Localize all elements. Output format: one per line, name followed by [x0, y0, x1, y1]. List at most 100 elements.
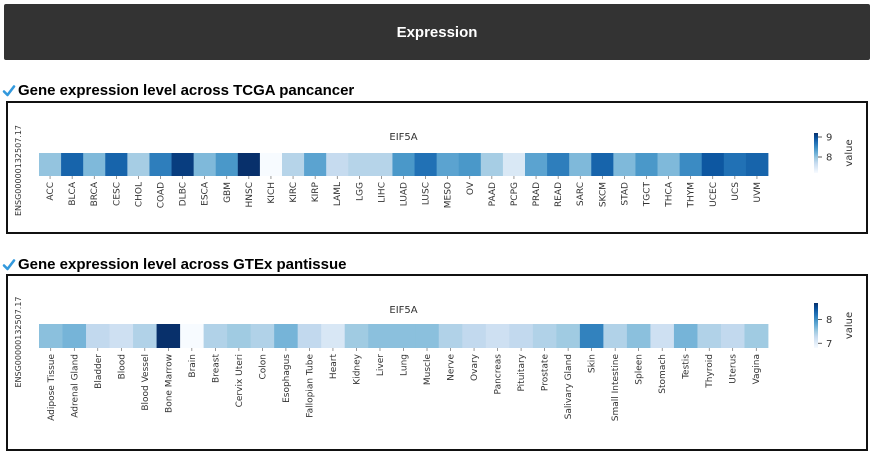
x-tick-label: BLCA — [68, 181, 78, 205]
x-tick-label: Muscle — [423, 354, 433, 386]
colorbar-tick-label: 8 — [826, 315, 832, 326]
heatmap-cell — [274, 324, 299, 348]
heatmap-cell — [679, 153, 703, 176]
heatmap-cell — [635, 153, 658, 176]
x-tick-label: Adipose Tissue — [47, 354, 57, 421]
colorbar — [814, 303, 818, 348]
heatmap-cell — [458, 153, 482, 176]
x-tick-label: HNSC — [245, 182, 255, 208]
heatmap-cell — [673, 324, 698, 348]
heatmap-cell — [227, 324, 252, 348]
heatmap-cell — [391, 324, 416, 348]
x-tick-label: Testis — [682, 354, 692, 380]
heatmap-cell — [603, 324, 628, 348]
x-tick-label: Skin — [588, 354, 598, 373]
heatmap-cell — [650, 324, 675, 348]
x-tick-label: ESCA — [201, 181, 211, 206]
colorbar-tick-label: 9 — [826, 133, 832, 144]
heatmap-title: EIF5A — [389, 132, 417, 143]
x-tick-label: Blood — [117, 354, 127, 379]
heatmap-cell — [744, 324, 769, 348]
heatmap-cell — [613, 153, 636, 176]
heatmap-cell — [304, 153, 327, 176]
gtex-section-title: Gene expression level across GTEx pantis… — [2, 256, 346, 273]
x-tick-label: LUSC — [422, 182, 432, 205]
heatmap-cell — [250, 324, 275, 348]
x-tick-label: Cervix Uteri — [235, 354, 245, 407]
x-tick-label: Fallopian Tube — [305, 354, 315, 418]
x-tick-label: DLBC — [179, 182, 189, 206]
x-tick-label: READ — [554, 182, 564, 207]
check-icon — [2, 84, 16, 96]
heatmap-cell — [180, 324, 205, 348]
x-tick-label: PAAD — [488, 182, 498, 206]
x-tick-label: UCS — [731, 182, 741, 201]
heatmap-cell — [579, 324, 604, 348]
heatmap-cell — [436, 153, 460, 176]
heatmap-cell — [348, 153, 371, 176]
x-tick-label: Prostate — [541, 354, 551, 392]
heatmap-cell — [723, 153, 747, 176]
heatmap-cell — [86, 324, 110, 348]
x-tick-label: COAD — [157, 182, 167, 208]
x-tick-label: LUAD — [400, 182, 410, 206]
x-tick-label: SKCM — [598, 182, 608, 207]
heatmap-cell — [509, 324, 534, 348]
colorbar-label: value — [844, 312, 855, 339]
heatmap-cell — [39, 153, 62, 176]
heatmap-cell — [203, 324, 228, 348]
heatmap-cell — [62, 324, 87, 348]
heatmap-cell — [105, 153, 128, 176]
heatmap-cell — [193, 153, 217, 176]
colorbar-label: value — [844, 139, 855, 166]
check-icon — [2, 258, 16, 270]
x-tick-label: Lung — [400, 354, 410, 376]
heatmap-cell — [414, 153, 438, 176]
heatmap-cell — [133, 324, 157, 348]
x-tick-label: Liver — [376, 354, 386, 376]
x-tick-label: KICH — [267, 182, 277, 204]
heatmap-cell — [720, 324, 745, 348]
x-tick-label: THYM — [687, 182, 697, 209]
x-tick-label: Pituitary — [517, 353, 527, 391]
x-tick-label: MESO — [444, 182, 454, 208]
x-tick-label: Vagina — [752, 354, 762, 384]
heatmap-cell — [547, 153, 570, 176]
heatmap-cell — [462, 324, 487, 348]
heatmap-cell — [657, 153, 681, 176]
heatmap-cell — [109, 324, 134, 348]
heatmap-cell — [697, 324, 722, 348]
x-tick-label: KIRP — [311, 181, 321, 202]
x-tick-label: Spleen — [635, 354, 645, 385]
x-tick-label: Ovary — [470, 353, 480, 381]
colorbar — [814, 133, 818, 173]
heatmap-cell — [480, 153, 504, 176]
heatmap-cell — [215, 153, 239, 176]
heatmap-cell — [532, 324, 557, 348]
heatmap-title: EIF5A — [389, 305, 417, 316]
heatmap-cell — [556, 324, 581, 348]
gtex-heatmap: EIF5A ENSG00000132507.17 Adipose Tissue Adr… — [14, 296, 855, 421]
x-tick-label: Blood Vessel — [141, 354, 151, 411]
gtex-heatmap-panel: EIF5A ENSG00000132507.17 Adipose Tissue Adr… — [6, 274, 868, 451]
heatmap-cell — [297, 324, 322, 348]
x-tick-label: Kidney — [352, 353, 362, 384]
heatmap-cell — [83, 153, 106, 176]
heatmap-cell — [626, 324, 651, 348]
heatmap-cell — [701, 153, 725, 176]
x-tick-label: PCPG — [510, 182, 520, 206]
x-tick-label: LIHC — [377, 182, 387, 203]
x-tick-label: Breast — [211, 354, 221, 383]
x-tick-label: Salivary Gland — [564, 354, 574, 419]
x-tick-label: Bladder — [94, 354, 104, 389]
heatmap-cell — [415, 324, 440, 348]
x-tick-label: OV — [466, 181, 476, 195]
x-tick-label: Nerve — [447, 354, 457, 381]
x-tick-label: KIRC — [289, 182, 299, 203]
heatmap-gene-label: ENSG00000132507.17 — [14, 125, 23, 216]
heatmap-cell — [321, 324, 346, 348]
x-tick-label: GBM — [223, 182, 233, 203]
heatmap-cell — [502, 153, 526, 176]
heatmap-cell — [370, 153, 393, 176]
x-tick-label: UVM — [753, 182, 763, 203]
